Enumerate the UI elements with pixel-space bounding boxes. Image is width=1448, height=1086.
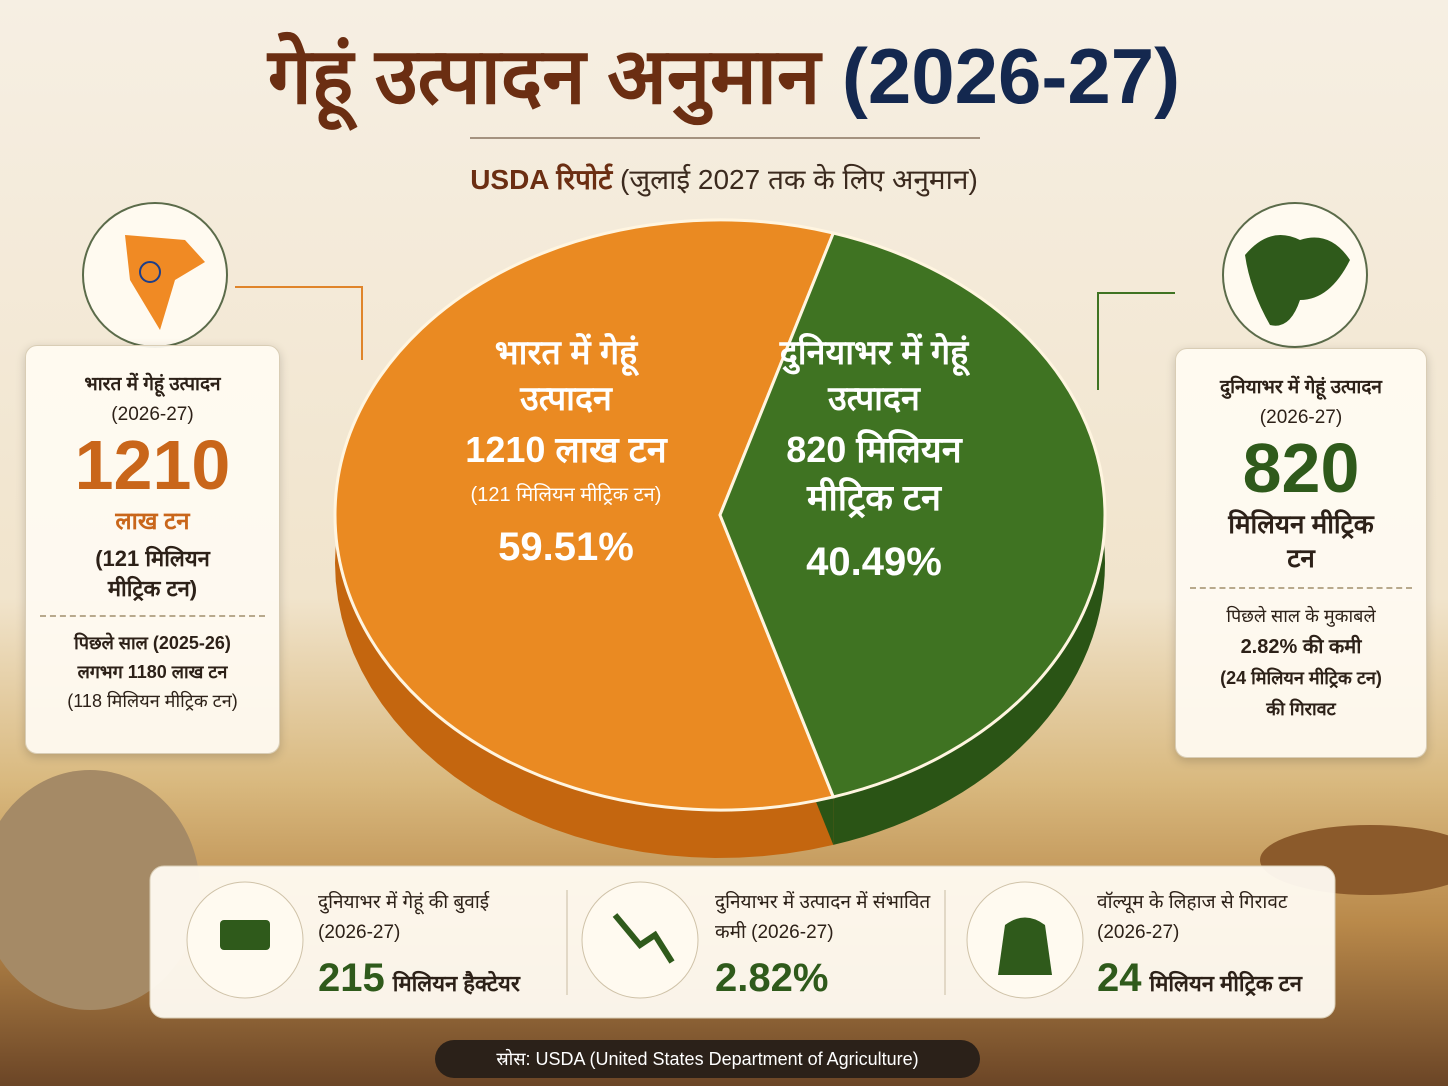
stat: दुनियाभर में उत्पादन में संभावित कमी (20… xyxy=(715,888,940,1001)
tractor xyxy=(220,920,270,950)
stat-value-row: 215 मिलियन हैक्टेयर xyxy=(318,956,543,1001)
source: स्रोस: USDA (United States Department of… xyxy=(496,1049,919,1069)
stat-label: वॉल्यूम के लिहाज से गिरावट (2026-27) xyxy=(1097,892,1288,943)
stat-label: दुनियाभर में उत्पादन में संभावित कमी (20… xyxy=(715,892,931,943)
value-label: 59.51% xyxy=(498,525,634,569)
stat-value: 2.82% xyxy=(715,956,829,1000)
slice-amount: 820 मिलियन मीट्रिक टन xyxy=(786,429,962,518)
slice xyxy=(718,231,1107,799)
panel-unit: लाख टन xyxy=(115,508,190,535)
panel-period: (2026-27) xyxy=(111,404,194,425)
panel-period: (2026-27) xyxy=(1259,407,1343,428)
stat-value-row: 2.82% xyxy=(715,956,940,1001)
connector-right xyxy=(1097,292,1175,390)
stat-label: दुनियाभर में गेहूं की बुवाई (2026-27) xyxy=(318,892,490,943)
stat: वॉल्यूम के लिहाज से गिरावट (2026-27) 24 मि… xyxy=(1097,888,1322,1001)
slice-label: भारत में गेहूं उत्पादन 1210 लाख टन (121 मि… xyxy=(416,330,716,570)
footer-line: पिछले साल (2025-26) xyxy=(74,633,231,653)
right-panel: दुनियाभर में गेहूं उत्पादन (2026-27) 820… xyxy=(1175,348,1427,758)
chakra xyxy=(139,261,161,283)
decline-icon xyxy=(581,881,699,999)
decline-arrow xyxy=(612,913,675,964)
panel-unit: मिलियन मीट्रिक टन xyxy=(1228,509,1374,573)
slice-note: (121 मिलियन मीट्रिक टन) xyxy=(470,484,662,506)
separator xyxy=(1190,587,1412,589)
value-label: 40.49% xyxy=(806,540,942,584)
pie-chart xyxy=(333,218,1107,858)
panel-big: 820 xyxy=(1242,429,1360,507)
subtitle: (जुलाई 2027 तक के लिए अनुमान) xyxy=(620,164,978,195)
stat-unit: मिलियन मीट्रिक टन xyxy=(1149,971,1303,996)
footer-line: (118 मिलियन मीट्रिक टन) xyxy=(67,691,238,711)
left-panel: भारत में गेहूं उत्पादन (2026-27) 1210 ला… xyxy=(25,345,280,754)
panel-footer: पिछले साल (2025-26) लगभग 1180 लाख टन (11… xyxy=(26,629,279,716)
title-row: गेहूं उत्पादन अनुमान (2026-27) xyxy=(0,28,1448,124)
panel-heading: दुनियाभर में गेहूं उत्पादन xyxy=(1220,377,1382,398)
panel-big: 1210 xyxy=(74,426,231,504)
stat-value: 24 xyxy=(1097,956,1142,1000)
slice xyxy=(333,218,836,812)
india-map xyxy=(125,235,205,330)
slice-name: भारत में गेहूं उत्पादन xyxy=(494,334,638,418)
world-map xyxy=(1245,235,1350,326)
source-pill xyxy=(435,1040,980,1078)
footer-line: लगभग 1180 लाख टन xyxy=(77,662,228,682)
connector-left xyxy=(235,286,363,360)
panel-note: (121 मिलियन मीट्रिक टन) xyxy=(95,546,210,601)
stat-value-row: 24 मिलियन मीट्रिक टन xyxy=(1097,956,1322,1001)
panel-footer: पिछले साल के मुकाबले 2.82% की कमी (24 मि… xyxy=(1176,601,1426,725)
footer-line: 2.82% की कमी xyxy=(1240,636,1362,658)
subtitle-row: USDA रिपोर्ट (जुलाई 2027 तक के लिए अनुमा… xyxy=(0,160,1448,198)
subtitle-bold: USDA रिपोर्ट xyxy=(470,164,613,195)
stat-unit: मिलियन हैक्टेयर xyxy=(392,971,520,996)
stat: दुनियाभर में गेहूं की बुवाई (2026-27) 215… xyxy=(318,888,543,1001)
footer-line: (24 मिलियन मीट्रिक टन) xyxy=(1220,668,1382,688)
footer-line: की गिरावट xyxy=(1266,699,1336,719)
title-year: (2026-27) xyxy=(841,32,1181,120)
title: गेहूं उत्पादन अनुमान xyxy=(267,32,821,120)
stat-value: 215 xyxy=(318,956,385,1000)
slice-amount: 1210 लाख टन xyxy=(465,429,667,470)
slice-label: दुनियाभर में गेहूं उत्पादन 820 मिलियन मीट… xyxy=(724,330,1024,585)
footer-line: पिछले साल के मुकाबले xyxy=(1226,606,1376,626)
sack-shape xyxy=(998,917,1052,975)
panel-heading: भारत में गेहूं उत्पादन xyxy=(84,374,221,395)
separator xyxy=(40,615,265,617)
slice-name: दुनियाभर में गेहूं उत्पादन xyxy=(779,334,969,418)
